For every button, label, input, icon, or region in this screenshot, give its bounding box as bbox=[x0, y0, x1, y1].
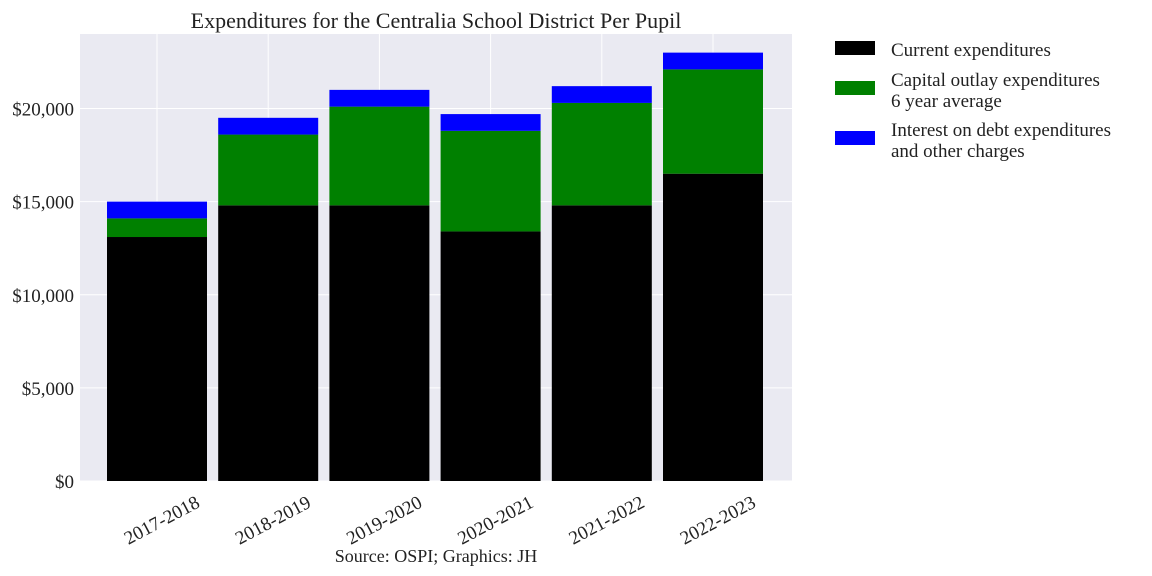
x-tick-label: 2017-2018 bbox=[121, 492, 204, 549]
legend: Current expenditures Capital outlay expen… bbox=[835, 40, 1111, 162]
bar-segment-1-2019-2020 bbox=[329, 205, 430, 481]
bar-segment-2-2017-2018 bbox=[107, 218, 207, 238]
legend-label: Capital outlay expenditures 6 year averag… bbox=[891, 70, 1100, 112]
legend-label: Interest on debt expenditures and other c… bbox=[891, 120, 1111, 162]
bar-segment-2-2020-2021 bbox=[440, 130, 541, 232]
x-tick-label: 2022-2023 bbox=[677, 492, 760, 549]
y-tick-label: $20,000 bbox=[12, 100, 74, 121]
y-tick-label: $10,000 bbox=[12, 286, 74, 307]
legend-label: Current expenditures bbox=[891, 40, 1051, 61]
bar-segment-3-2020-2021 bbox=[440, 114, 541, 131]
x-tick-label: 2018-2019 bbox=[232, 492, 315, 549]
bar-segment-1-2020-2021 bbox=[440, 231, 541, 481]
bar-segment-3-2021-2022 bbox=[551, 86, 652, 103]
bar-segment-1-2022-2023 bbox=[663, 173, 763, 481]
x-tick-label: 2019-2020 bbox=[343, 492, 426, 549]
bar-segment-3-2017-2018 bbox=[107, 201, 207, 219]
bar-segment-1-2021-2022 bbox=[551, 205, 652, 481]
bar-segment-2-2019-2020 bbox=[329, 106, 430, 206]
bar-segment-1-2018-2019 bbox=[218, 205, 319, 481]
y-tick-label: $0 bbox=[55, 472, 74, 493]
y-tick-labels: $0 $5,000 $10,000 $15,000 $20,000 bbox=[12, 100, 74, 494]
bar-segment-2-2022-2023 bbox=[663, 69, 763, 174]
bar-segment-1-2017-2018 bbox=[107, 237, 207, 481]
x-tick-labels: 2017-2018 2018-2019 2019-2020 2020-2021 2021… bbox=[121, 492, 760, 549]
y-tick-label: $15,000 bbox=[12, 193, 74, 214]
legend-swatch bbox=[835, 131, 875, 145]
legend-swatch bbox=[835, 41, 875, 55]
bar-segment-3-2018-2019 bbox=[218, 117, 319, 135]
bars bbox=[107, 52, 763, 481]
bar-segment-2-2021-2022 bbox=[551, 102, 652, 206]
y-tick-label: $5,000 bbox=[22, 379, 74, 400]
x-tick-label: 2021-2022 bbox=[566, 492, 649, 549]
x-tick-label: 2020-2021 bbox=[454, 492, 537, 549]
bar-segment-3-2022-2023 bbox=[663, 52, 763, 70]
chart-title: Expenditures for the Centralia School Di… bbox=[191, 8, 682, 33]
bar-segment-3-2019-2020 bbox=[329, 89, 430, 107]
bar-segment-2-2018-2019 bbox=[218, 134, 319, 206]
chart-caption: Source: OSPI; Graphics: JH bbox=[335, 546, 537, 566]
legend-swatch bbox=[835, 81, 875, 95]
